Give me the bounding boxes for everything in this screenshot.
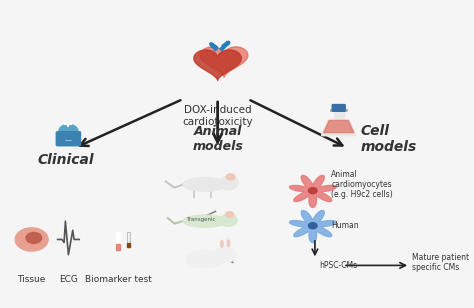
Polygon shape	[194, 50, 241, 80]
Bar	[127, 232, 130, 247]
Text: DOX-induced
cardiotoxicity: DOX-induced cardiotoxicity	[182, 105, 253, 127]
Polygon shape	[290, 175, 336, 207]
Circle shape	[15, 228, 48, 251]
Circle shape	[215, 247, 236, 262]
Bar	[116, 244, 120, 250]
Circle shape	[226, 174, 235, 180]
Polygon shape	[334, 110, 344, 120]
Text: —: —	[65, 137, 72, 143]
Circle shape	[59, 124, 78, 138]
Text: Clinical: Clinical	[38, 153, 95, 167]
Circle shape	[309, 223, 317, 229]
Text: Animal
cardiomyocytes
(e.g. H9c2 cells): Animal cardiomyocytes (e.g. H9c2 cells)	[331, 170, 393, 199]
Polygon shape	[324, 120, 354, 133]
FancyBboxPatch shape	[56, 132, 81, 146]
Circle shape	[309, 188, 317, 194]
Polygon shape	[321, 120, 356, 136]
Text: Cell
models: Cell models	[360, 124, 417, 154]
Ellipse shape	[186, 251, 223, 268]
Bar	[116, 232, 120, 250]
Circle shape	[220, 214, 237, 226]
FancyBboxPatch shape	[332, 104, 345, 111]
Text: Animal
models: Animal models	[192, 125, 243, 153]
Text: Tissue: Tissue	[18, 275, 46, 284]
Polygon shape	[201, 47, 248, 77]
Circle shape	[26, 233, 42, 243]
Circle shape	[219, 176, 238, 190]
Bar	[127, 242, 130, 247]
Ellipse shape	[183, 215, 226, 227]
Text: Transgenic: Transgenic	[186, 217, 215, 222]
Ellipse shape	[226, 239, 230, 248]
Text: Mature patient
specific CMs: Mature patient specific CMs	[412, 253, 469, 272]
Ellipse shape	[220, 239, 224, 249]
Ellipse shape	[228, 240, 229, 247]
Text: hPSC-CMs: hPSC-CMs	[319, 261, 357, 270]
Text: Human: Human	[331, 221, 359, 230]
Ellipse shape	[221, 241, 223, 247]
Text: Biomarker test: Biomarker test	[85, 275, 152, 284]
Polygon shape	[290, 210, 336, 242]
Ellipse shape	[183, 178, 226, 191]
Text: ECG: ECG	[59, 275, 78, 284]
Circle shape	[226, 212, 234, 217]
